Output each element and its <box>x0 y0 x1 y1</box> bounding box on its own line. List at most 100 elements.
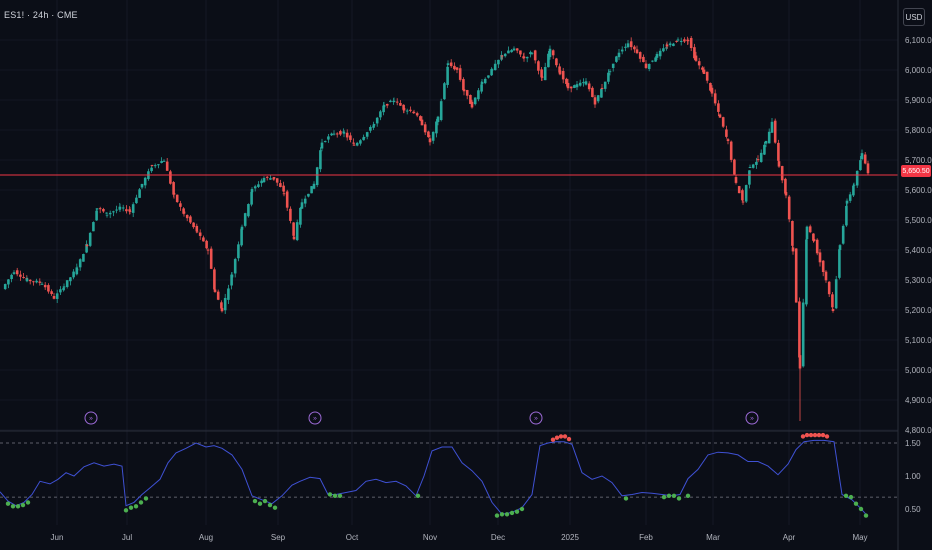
candle-up <box>75 269 79 271</box>
time-tick-label: Sep <box>271 533 286 542</box>
indicator-low-dot <box>337 493 343 498</box>
indicator-low-dot <box>327 492 333 497</box>
candle-up <box>431 131 435 141</box>
dividend-event-icon[interactable] <box>84 411 98 425</box>
dividend-event-icon[interactable] <box>745 411 759 425</box>
candle-up <box>748 170 751 185</box>
candle-up <box>483 78 487 84</box>
indicator-high-dot <box>566 436 572 442</box>
indicator-low-dot <box>138 500 144 505</box>
candle-down <box>689 38 693 49</box>
indicator-high-dot <box>812 432 818 438</box>
candle-down <box>866 163 870 174</box>
candle-up <box>651 60 654 62</box>
candle-down <box>272 178 275 180</box>
candle-up <box>582 82 585 84</box>
indicator-high-dot <box>800 434 806 439</box>
candle-up <box>436 116 440 123</box>
price-tick-label: 5,100.00 <box>905 336 932 345</box>
candle-up <box>744 185 748 202</box>
indicator-low-dot <box>494 513 500 518</box>
indicator-low-dot <box>843 493 849 498</box>
indicator-low-dot <box>499 512 505 517</box>
candle-down <box>533 50 537 61</box>
candle-up <box>319 150 322 170</box>
price-tick-label: 4,900.00 <box>905 396 932 405</box>
time-axis[interactable]: Jun Jul Aug Sep Oct Nov Dec 2025 Feb Mar Apr May <box>51 533 868 542</box>
candle-down <box>718 114 722 118</box>
candle-up <box>78 259 82 268</box>
candle-up <box>62 286 66 288</box>
candle-up <box>548 48 552 58</box>
candle-up <box>668 43 672 46</box>
indicator-axis[interactable]: 1.50 1.00 0.50 <box>905 439 921 514</box>
candle-up <box>247 204 250 217</box>
candle-down <box>787 196 791 220</box>
candle-up <box>233 259 237 274</box>
candle-up <box>500 54 503 60</box>
price-axis[interactable]: 6,100.00 6,000.00 5,900.00 5,800.00 5,700.00… <box>897 0 932 550</box>
candle-down <box>551 50 555 56</box>
candle-up <box>12 272 16 274</box>
candle-up <box>852 185 855 196</box>
time-tick-label: Dec <box>491 533 505 542</box>
candle-up <box>88 232 92 246</box>
candle-down <box>220 307 224 312</box>
candle-down <box>705 71 709 81</box>
candle-up <box>372 125 375 128</box>
candle-down <box>780 166 784 181</box>
candle-up <box>95 210 98 221</box>
dividend-event-icon[interactable] <box>308 411 322 425</box>
candle-down <box>537 61 540 71</box>
candle-down <box>420 119 424 126</box>
candle-down <box>412 112 416 114</box>
candle-up <box>118 207 122 209</box>
indicator-high-dot <box>820 432 826 438</box>
indicator-low-dot <box>272 505 278 510</box>
candle-up <box>759 152 763 162</box>
candle-down <box>182 211 186 214</box>
candle-down <box>282 193 286 195</box>
dividend-event-icon[interactable] <box>529 411 543 425</box>
candle-up <box>852 184 856 186</box>
candle-up <box>607 72 610 82</box>
candle-up <box>135 197 138 204</box>
candle-down <box>558 70 562 75</box>
candle-down <box>470 101 474 108</box>
candle-up <box>547 53 550 68</box>
candle-up <box>578 82 582 86</box>
candle-up <box>240 228 243 246</box>
event-markers[interactable]: » » » » <box>84 411 759 425</box>
candle-down <box>292 236 296 240</box>
candle-down <box>172 182 175 195</box>
indicator-low-dot <box>863 513 869 518</box>
candle-up <box>112 211 115 213</box>
indicator-low-dot <box>257 501 263 506</box>
candle-down <box>179 203 182 207</box>
symbol-title[interactable]: ES1! · 24h · CME <box>4 10 78 20</box>
candle-up <box>658 50 662 57</box>
price-tick-label: 5,800.00 <box>905 126 932 135</box>
candle-down <box>593 97 597 105</box>
candle-up <box>848 194 852 201</box>
candle-down <box>165 161 169 171</box>
candle-down <box>522 56 526 59</box>
candle-up <box>143 177 147 186</box>
candle-down <box>209 248 213 269</box>
candle-down <box>821 260 825 273</box>
time-tick-label: Feb <box>639 533 653 542</box>
candle-up <box>529 52 532 55</box>
price-tick-label: 5,700.00 <box>905 156 932 165</box>
indicator-low-dot <box>128 505 134 510</box>
candle-up <box>624 46 627 48</box>
candle-down <box>213 269 216 290</box>
time-tick-label: Jul <box>122 533 132 542</box>
candle-up <box>600 88 603 98</box>
candle-up <box>105 214 109 216</box>
indicator-tick-label: 1.50 <box>905 439 921 448</box>
price-candles <box>3 36 870 421</box>
price-tick-label: 6,000.00 <box>905 66 932 75</box>
candle-down <box>169 171 172 184</box>
currency-button[interactable]: USD <box>903 8 925 26</box>
